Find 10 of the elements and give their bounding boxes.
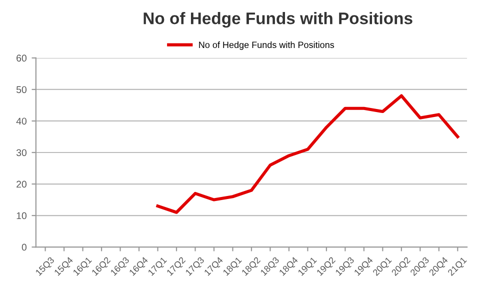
legend-label: No of Hedge Funds with Positions [199,41,334,50]
chart-title: No of Hedge Funds with Positions [144,12,412,28]
y-tick-label: 50 [16,86,27,94]
y-tick-label: 40 [16,118,27,125]
y-tick-label: 60 [16,54,27,62]
y-tick-label: 30 [16,149,27,156]
y-tick-label: 20 [16,180,27,188]
y-tick-label: 0 [22,244,27,251]
y-tick-label: 10 [16,212,27,220]
line-series [156,94,460,214]
